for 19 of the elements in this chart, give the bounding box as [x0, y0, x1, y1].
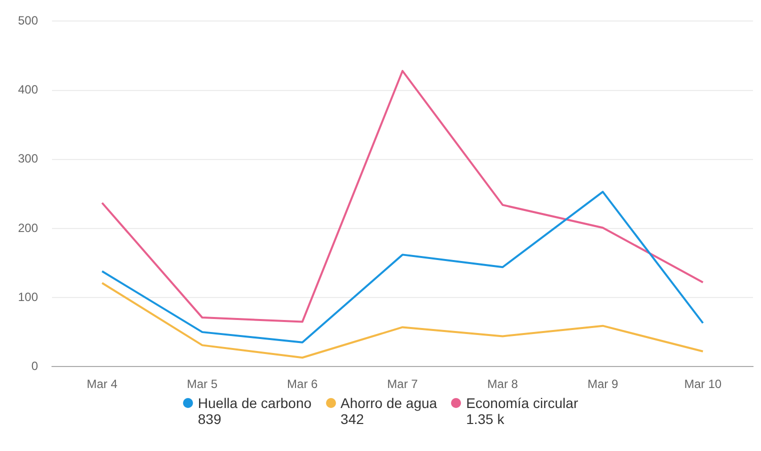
text: 342 [340, 411, 365, 427]
legend-label: Huella de carbono [198, 395, 312, 411]
x-tick-label: Mar 9 [587, 377, 618, 392]
y-tick-label: 100 [18, 290, 38, 304]
legend-label: Ahorro de agua [340, 395, 438, 411]
x-tick-label: Mar 8 [487, 377, 518, 392]
y-tick-label: 400 [18, 82, 38, 97]
y-tick-label: 500 [18, 14, 38, 28]
x-tick-label: Mar 5 [186, 377, 218, 392]
x-tick-label: Mar 6 [287, 377, 318, 392]
x-tick-label: Mar 7 [387, 377, 418, 392]
x-tick-label: Mar 10 [684, 377, 722, 392]
y-tick-label: 0 [31, 358, 38, 373]
y-tick-label: 300 [18, 152, 38, 166]
y-tick-label: 200 [18, 220, 38, 235]
text: 1.35 k [466, 411, 506, 427]
x-tick-label: Mar 4 [86, 377, 118, 392]
text: 839 [198, 411, 222, 427]
legend-label: Economía circular [466, 395, 578, 411]
